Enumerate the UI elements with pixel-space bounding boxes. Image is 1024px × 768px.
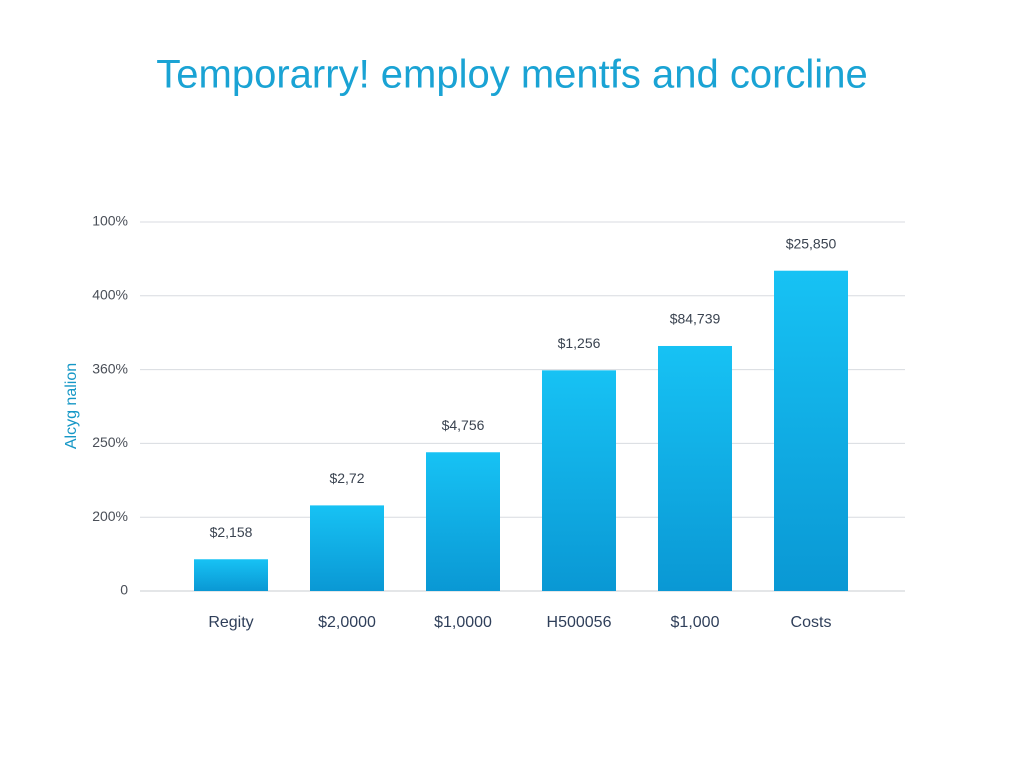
x-tick-label: $1,0000 bbox=[434, 614, 492, 631]
y-tick-label: 400% bbox=[92, 287, 128, 303]
y-axis-label: Alcyg nalion bbox=[63, 363, 80, 449]
bar-annotation: $2,158 bbox=[210, 524, 253, 540]
y-tick-label: 250% bbox=[92, 434, 128, 450]
y-tick-label: 0 bbox=[120, 582, 128, 598]
x-tick-label: H500056 bbox=[547, 614, 612, 631]
bar-annotation: $84,739 bbox=[670, 311, 721, 327]
y-tick-label: 360% bbox=[92, 360, 128, 376]
bar bbox=[310, 505, 384, 591]
x-tick-label: $2,0000 bbox=[318, 614, 376, 631]
chart-title: Temporarry! employ mentfs and corcline bbox=[156, 53, 867, 97]
x-tick-label: $1,000 bbox=[671, 614, 720, 631]
bar-annotation: $1,256 bbox=[558, 335, 601, 351]
bar-annotation: $25,850 bbox=[786, 235, 837, 251]
bar bbox=[542, 370, 616, 591]
y-tick-label: 200% bbox=[92, 508, 128, 524]
bar-annotation: $2,72 bbox=[329, 470, 364, 486]
y-tick-label: 100% bbox=[92, 213, 128, 229]
bar-annotation: $4,756 bbox=[442, 417, 485, 433]
x-tick-label: Regity bbox=[208, 614, 253, 631]
bar bbox=[658, 345, 732, 591]
x-tick-label: Costs bbox=[791, 614, 832, 631]
bar bbox=[194, 559, 268, 591]
bar bbox=[774, 270, 848, 591]
bar bbox=[426, 452, 500, 591]
